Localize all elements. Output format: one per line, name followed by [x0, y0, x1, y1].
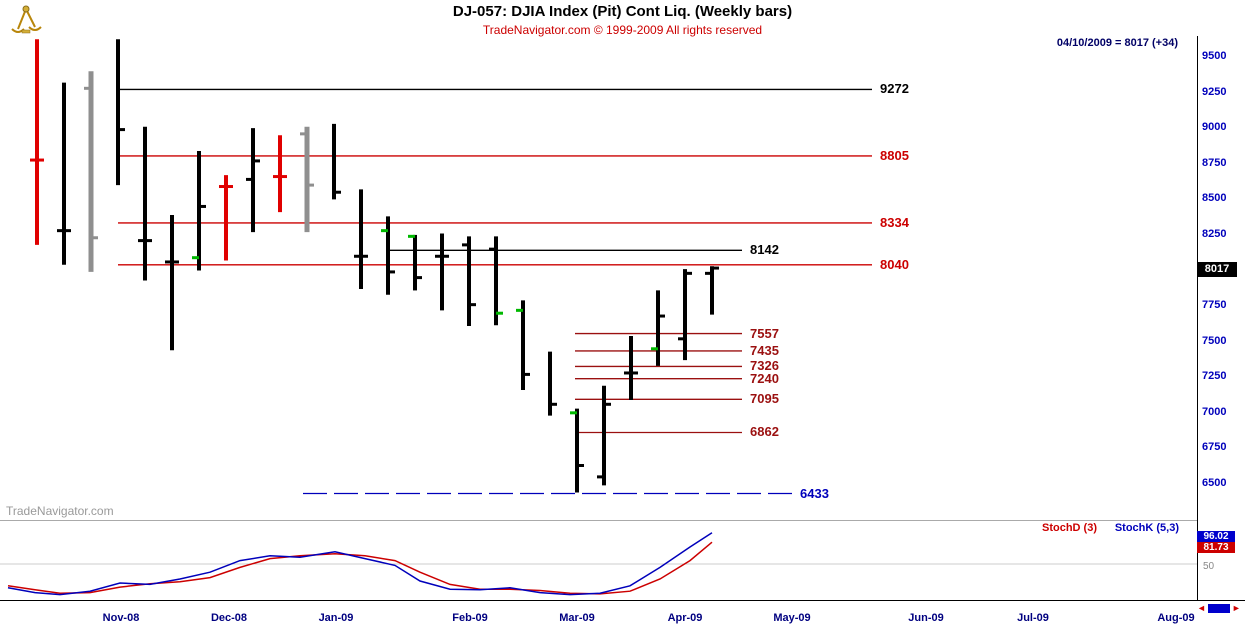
scroll-left-arrow-icon[interactable]: ◄	[1197, 603, 1206, 613]
stochk-value-badge: 96.02	[1197, 531, 1235, 542]
copyright-line: TradeNavigator.com © 1999-2009 All right…	[482, 23, 763, 37]
scrollbar-thumb[interactable]	[1207, 604, 1230, 613]
stochd-value-badge: 81.73	[1197, 542, 1235, 553]
horizontal-scrollbar[interactable]: ◄ ►	[1197, 602, 1245, 615]
stoch-line	[7, 541, 713, 595]
last-price-tag: 8017	[1197, 262, 1237, 277]
stoch-mid-gridline-label: 50	[1203, 561, 1215, 572]
watermark: TradeNavigator.com	[6, 504, 114, 518]
stochk-label: StochK (5,3)	[1114, 522, 1179, 534]
quote-annotation: 04/10/2009 = 8017 (+34)	[1056, 37, 1178, 49]
stochd-label: StochD (3)	[1042, 522, 1097, 534]
chart-title: DJ-057: DJIA Index (Pit) Cont Liq. (Week…	[452, 3, 793, 20]
stoch-line	[7, 532, 713, 596]
tradenavigator-logo-icon	[8, 5, 44, 40]
scroll-right-arrow-icon[interactable]: ►	[1231, 603, 1241, 613]
